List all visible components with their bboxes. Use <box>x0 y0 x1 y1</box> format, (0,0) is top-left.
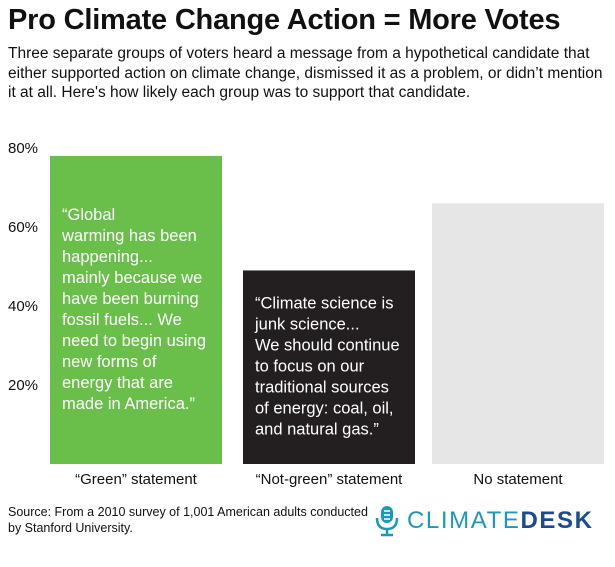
source-note: Source: From a 2010 survey of 1,001 Amer… <box>8 505 368 535</box>
chart-subtitle: Three separate groups of voters heard a … <box>8 45 603 101</box>
y-tick-label: 20% <box>8 377 38 394</box>
y-tick-label: 60% <box>8 219 38 236</box>
climate-desk-logo: CLIMATEDESK <box>375 505 594 537</box>
bar-chart: 20% 40% 60% 80% “Global warming has been happ… <box>8 140 604 488</box>
chart-title: Pro Climate Change Action = More Votes <box>8 4 561 36</box>
bar <box>432 203 604 465</box>
y-tick-label: 40% <box>8 298 38 315</box>
x-category-label: “Not-green” statement <box>256 471 404 488</box>
bar <box>243 270 415 464</box>
logo-text-climate: CLIMATE <box>407 507 521 534</box>
bar <box>50 155 222 464</box>
bar-quote: “Climate science is junk science... We sho… <box>254 295 400 439</box>
x-category-label: “Green” statement <box>75 471 198 488</box>
x-category-label: No statement <box>473 471 563 488</box>
logo-text-desk: DESK <box>520 507 594 534</box>
bar-quote: “Global warming has been happening... mainl… <box>61 206 206 413</box>
logo-wordmark: CLIMATEDESK <box>407 507 594 535</box>
microphone-icon <box>375 506 399 537</box>
y-tick-label: 80% <box>8 140 38 157</box>
